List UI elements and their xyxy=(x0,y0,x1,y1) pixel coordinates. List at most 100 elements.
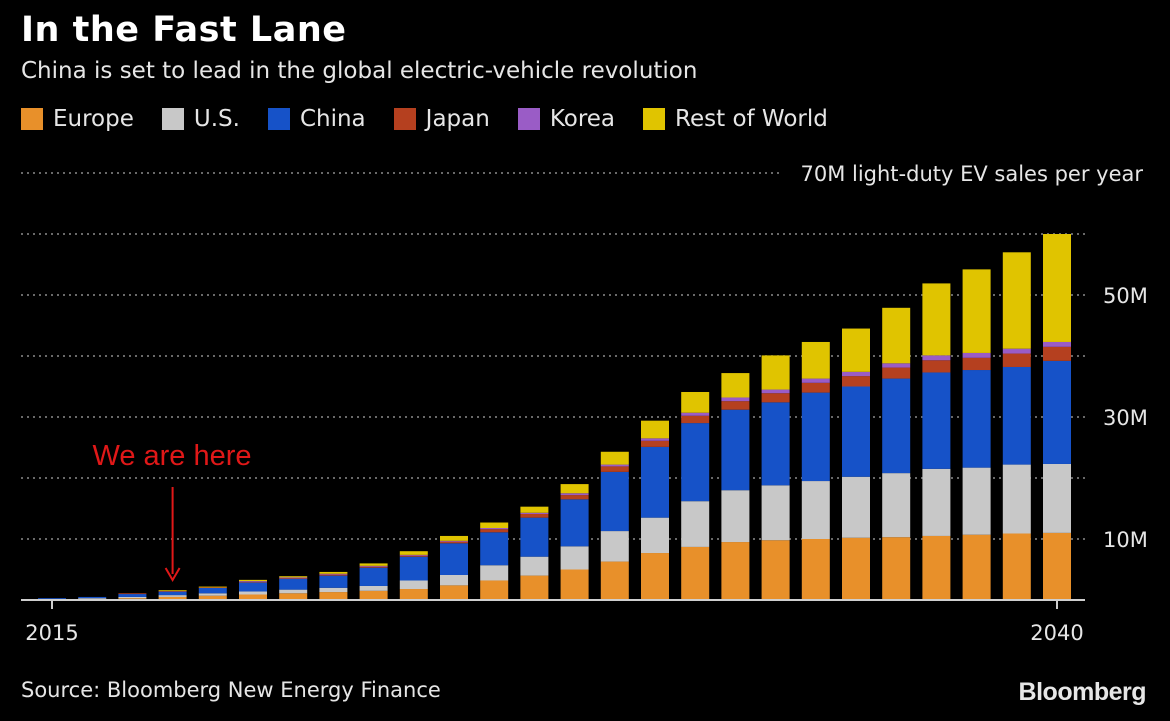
bar-segment xyxy=(118,596,147,599)
bar-segment xyxy=(480,580,509,600)
bar-segment xyxy=(761,485,790,541)
y-tick-label: 10M xyxy=(1103,528,1148,552)
chart-subtitle: China is set to lead in the global elect… xyxy=(21,58,698,84)
legend: Europe U.S. China Japan Korea Rest of World xyxy=(21,106,856,132)
bar-segment xyxy=(801,481,830,539)
bar-segment xyxy=(842,476,870,538)
bar-segment xyxy=(78,596,107,599)
bar-segment xyxy=(1043,341,1071,347)
legend-item: Europe xyxy=(21,106,134,132)
chart-title: In the Fast Lane xyxy=(21,10,347,50)
bar-segment xyxy=(882,363,911,368)
bar-segment xyxy=(399,580,428,590)
bar-segment xyxy=(560,499,589,547)
bar-segment xyxy=(239,581,267,583)
bar-segment xyxy=(399,554,428,556)
bar-segment xyxy=(279,576,308,578)
bar-segment xyxy=(359,566,388,568)
bar-segment xyxy=(118,593,147,597)
bar-segment xyxy=(761,402,790,486)
bar-segment xyxy=(198,586,227,588)
annotation-arrow-head xyxy=(164,567,181,582)
annotation-label: We are here xyxy=(92,440,251,472)
bar-segment xyxy=(681,423,710,502)
bar-segment xyxy=(158,596,187,600)
bar-segment xyxy=(158,591,187,596)
bar-segment xyxy=(440,543,468,575)
bar-segment xyxy=(560,569,589,600)
bar-segment xyxy=(922,372,951,469)
bar-segment xyxy=(882,367,911,379)
bar-segment xyxy=(158,590,187,592)
bar-segment xyxy=(600,531,629,562)
x-tick-label: 2040 xyxy=(1030,621,1083,645)
bar-segment xyxy=(560,493,589,496)
legend-label: China xyxy=(299,106,366,132)
bar-segment xyxy=(801,378,830,383)
legend-label: Japan xyxy=(425,106,490,132)
bar-segment xyxy=(198,587,227,588)
bar-segment xyxy=(962,467,991,535)
legend-item: China xyxy=(267,106,366,132)
bar-segment xyxy=(600,466,629,472)
bar-segment xyxy=(641,438,669,441)
bar-segment xyxy=(1043,532,1071,600)
bar-segment xyxy=(842,371,870,377)
bar-segment xyxy=(681,412,710,416)
bloomberg-logo: Bloomberg xyxy=(1018,678,1147,706)
legend-swatch xyxy=(267,108,290,130)
bar-segment xyxy=(721,397,750,402)
legend-swatch xyxy=(161,108,184,130)
bar-segment xyxy=(520,506,549,513)
bar-segment xyxy=(1002,366,1031,465)
bar-segment xyxy=(319,571,348,574)
bar-segment xyxy=(641,553,669,600)
bar-segment xyxy=(560,495,589,500)
bar-segment xyxy=(359,567,388,586)
bar-segment xyxy=(560,484,589,494)
bar-segment xyxy=(681,501,710,547)
bar-segment xyxy=(118,593,147,595)
bar-segment xyxy=(399,551,428,555)
bar-segment xyxy=(239,582,267,592)
bar-segment xyxy=(641,446,669,518)
bar-segment xyxy=(842,328,870,372)
bar-segment xyxy=(1002,353,1031,367)
legend-label: Rest of World xyxy=(675,106,828,132)
bar-segment xyxy=(440,541,468,544)
bar-segment xyxy=(600,451,629,465)
bar-segment xyxy=(319,573,348,575)
bar-segment xyxy=(480,528,509,530)
legend-swatch xyxy=(643,108,666,130)
bar-segment xyxy=(399,589,428,600)
bar-segment xyxy=(38,598,66,599)
bar-segment xyxy=(721,409,750,491)
bar-segment xyxy=(520,513,549,518)
bar-segment xyxy=(761,393,790,403)
bar-segment xyxy=(721,490,750,543)
y-tick-label: 50M xyxy=(1103,284,1148,308)
bar-segment xyxy=(359,585,388,591)
bar-segment xyxy=(962,357,991,371)
bar-segment xyxy=(1043,234,1071,342)
bar-segment xyxy=(882,473,911,538)
bar-segment xyxy=(600,464,629,467)
bar-segment xyxy=(198,587,227,594)
bar-segment xyxy=(681,391,710,413)
legend-item: U.S. xyxy=(161,106,240,132)
bar-segment xyxy=(158,595,187,597)
bar-segment xyxy=(801,382,830,393)
bar-segment xyxy=(801,341,830,379)
legend-swatch xyxy=(21,108,43,130)
bar-segment xyxy=(319,575,348,588)
bar-segment xyxy=(440,585,468,600)
bar-segment xyxy=(641,440,669,447)
bar-segment xyxy=(440,574,468,586)
bar-segment xyxy=(359,563,388,566)
bar-segment xyxy=(78,598,107,599)
bar-segment xyxy=(480,522,509,529)
bar-segment xyxy=(440,535,468,541)
bar-segment xyxy=(319,587,348,593)
bar-segment xyxy=(279,578,308,579)
bar-segment xyxy=(600,561,629,600)
